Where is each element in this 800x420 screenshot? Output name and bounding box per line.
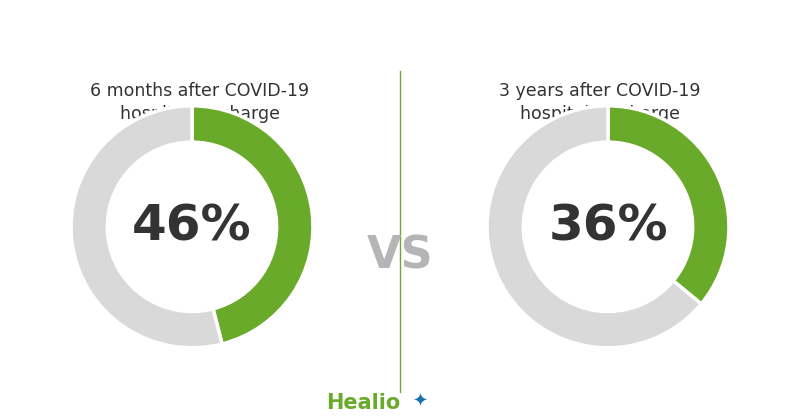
Wedge shape [608, 106, 729, 304]
Wedge shape [192, 106, 313, 344]
Text: 6 months after COVID-19
hospital discharge: 6 months after COVID-19 hospital dischar… [90, 82, 310, 123]
Text: 3 years after COVID-19
hospital discharge: 3 years after COVID-19 hospital discharg… [499, 82, 701, 123]
Text: Healio: Healio [326, 393, 400, 412]
Text: ✦: ✦ [412, 393, 427, 411]
Wedge shape [487, 106, 702, 348]
Text: VS: VS [366, 235, 434, 278]
Text: 36%: 36% [548, 203, 668, 251]
Text: Proportion of individuals with residual lung abnormalities:: Proportion of individuals with residual … [78, 26, 722, 45]
Text: 46%: 46% [132, 203, 252, 251]
Wedge shape [71, 106, 222, 348]
